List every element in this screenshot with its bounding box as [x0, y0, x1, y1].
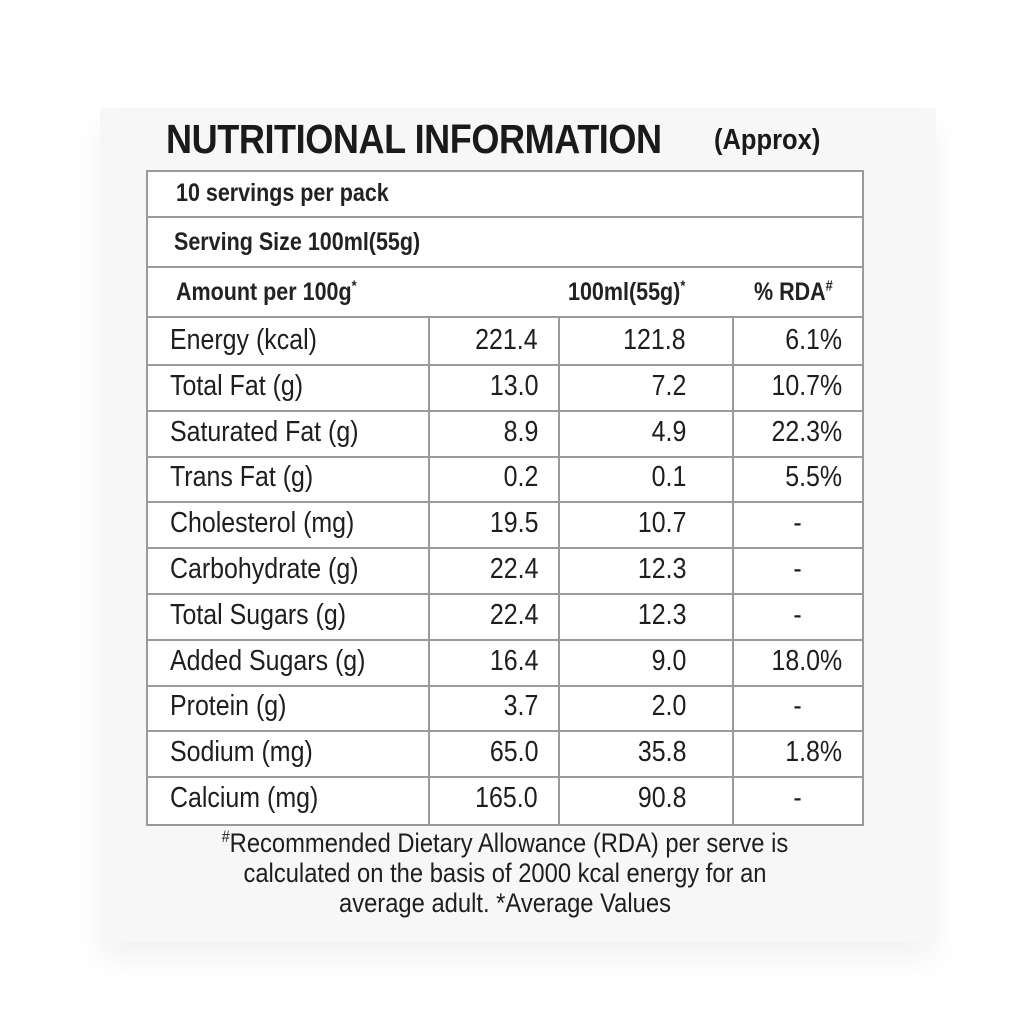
- amount-label: Amount per 100g: [176, 278, 352, 306]
- nutrient-name: Saturated Fat (g): [170, 415, 359, 448]
- table-row: Carbohydrate (g) 22.4 12.3 -: [148, 549, 862, 595]
- rda-value: 22.3%: [771, 415, 842, 448]
- rda-value: -: [793, 598, 802, 631]
- column-header-row: Amount per 100g* 100ml(55g)* % RDA#: [148, 268, 862, 318]
- column-divider-3: [732, 318, 734, 824]
- table-row: Trans Fat (g) 0.2 0.1 5.5%: [148, 457, 862, 504]
- rda-header: % RDA#: [754, 278, 833, 307]
- per-serve-value: 10.7: [637, 507, 686, 540]
- rda-value: 10.7%: [771, 369, 842, 402]
- per-100g-value: 65.0: [489, 736, 538, 769]
- label-title: NUTRITIONAL INFORMATION (Approx): [166, 116, 866, 170]
- rda-value: -: [793, 690, 802, 723]
- rda-value: -: [793, 553, 802, 585]
- nutrition-table: 10 servings per pack Serving Size 100ml(…: [146, 170, 864, 826]
- nutrient-name: Energy (kcal): [170, 324, 317, 356]
- rda-value: -: [793, 507, 802, 540]
- nutrient-name: Carbohydrate (g): [170, 553, 359, 585]
- footnote-hash: #: [221, 828, 230, 846]
- per-serve-value: 35.8: [637, 736, 686, 769]
- per-100g-value: 165.0: [475, 782, 538, 814]
- per-100g-value: 8.9: [503, 415, 538, 448]
- per-serve-value: 0.1: [651, 461, 686, 494]
- servings-row: 10 servings per pack: [148, 172, 862, 218]
- serving-size-row: Serving Size 100ml(55g): [148, 218, 862, 268]
- per-serve-value: 9.0: [651, 644, 686, 677]
- nutrient-name: Total Fat (g): [170, 369, 304, 402]
- rda-value: 1.8%: [785, 736, 842, 769]
- per-serve-asterisk: *: [680, 277, 686, 295]
- nutrient-name: Cholesterol (mg): [170, 507, 355, 540]
- per-100g-value: 22.4: [489, 598, 538, 631]
- nutrient-name: Trans Fat (g): [170, 461, 314, 494]
- table-row: Total Fat (g) 13.0 7.2 10.7%: [148, 366, 862, 412]
- per-100g-value: 3.7: [503, 690, 538, 723]
- column-divider-1: [428, 318, 430, 824]
- per-100g-value: 16.4: [489, 644, 538, 677]
- column-divider-2: [558, 318, 560, 824]
- table-row: Protein (g) 3.7 2.0 -: [148, 686, 862, 733]
- table-row: Saturated Fat (g) 8.9 4.9 22.3%: [148, 412, 862, 458]
- table-row: Added Sugars (g) 16.4 9.0 18.0%: [148, 641, 862, 687]
- per-serve-value: 90.8: [637, 782, 686, 814]
- per-serve-value: 7.2: [651, 369, 686, 402]
- rda-hash: #: [825, 277, 833, 295]
- per-serve-label: 100ml(55g): [568, 278, 681, 306]
- rda-label: % RDA: [754, 278, 826, 306]
- rda-value: 18.0%: [771, 644, 842, 677]
- footnote-line-3: average adult. *Average Values: [338, 888, 671, 918]
- table-row: Total Sugars (g) 22.4 12.3 -: [148, 595, 862, 641]
- servings-text: 10 servings per pack: [176, 179, 389, 207]
- rda-value: 6.1%: [785, 324, 842, 356]
- title-main: NUTRITIONAL INFORMATION: [166, 116, 662, 162]
- table-row: Sodium (mg) 65.0 35.8 1.8%: [148, 732, 862, 779]
- footnote-line-1: #Recommended Dietary Allowance (RDA) per…: [189, 828, 821, 858]
- footnote-line-2: calculated on the basis of 2000 kcal ene…: [243, 858, 767, 888]
- nutrient-name: Total Sugars (g): [170, 598, 347, 631]
- per-serve-header: 100ml(55g)*: [568, 278, 685, 307]
- footnote: #Recommended Dietary Allowance (RDA) per…: [146, 828, 864, 918]
- title-approx: (Approx): [714, 124, 821, 156]
- per-100g-value: 0.2: [503, 461, 538, 494]
- per-serve-value: 12.3: [637, 553, 686, 585]
- table-row: Calcium (mg) 165.0 90.8 -: [148, 778, 862, 824]
- per-serve-value: 4.9: [651, 415, 686, 448]
- table-row: Energy (kcal) 221.4 121.8 6.1%: [148, 320, 862, 366]
- per-100g-value: 22.4: [489, 553, 538, 585]
- nutrient-name: Calcium (mg): [170, 782, 319, 814]
- nutrient-name: Sodium (mg): [170, 736, 313, 769]
- nutrient-name: Added Sugars (g): [170, 644, 366, 677]
- per-serve-value: 12.3: [637, 598, 686, 631]
- rda-value: -: [793, 782, 802, 814]
- table-row: Cholesterol (mg) 19.5 10.7 -: [148, 503, 862, 550]
- serving-size-text: Serving Size 100ml(55g): [174, 228, 421, 256]
- per-100g-value: 221.4: [475, 324, 538, 356]
- rda-value: 5.5%: [785, 461, 842, 494]
- per-serve-value: 121.8: [623, 324, 686, 356]
- per-100g-value: 13.0: [489, 369, 538, 402]
- per-100g-value: 19.5: [489, 507, 538, 540]
- amount-asterisk: *: [351, 277, 357, 295]
- footnote-text-1: Recommended Dietary Allowance (RDA) per …: [229, 828, 789, 858]
- amount-per-100g-header: Amount per 100g*: [176, 278, 357, 307]
- per-serve-value: 2.0: [651, 690, 686, 723]
- nutrient-name: Protein (g): [170, 690, 287, 723]
